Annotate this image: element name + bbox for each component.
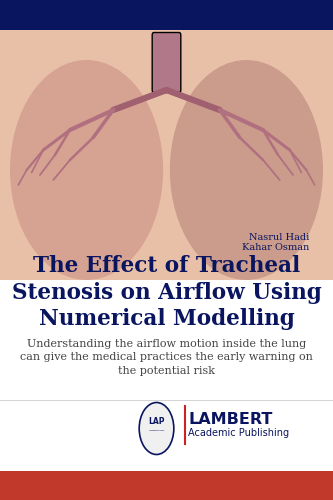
Text: Understanding the airflow motion inside the lung
can give the medical practices : Understanding the airflow motion inside … <box>20 340 313 376</box>
Text: Kahar Osman: Kahar Osman <box>242 243 310 252</box>
Text: LAMBERT: LAMBERT <box>188 412 272 428</box>
Text: Nasrul Hadi: Nasrul Hadi <box>249 233 310 242</box>
Bar <box>0 471 333 500</box>
FancyBboxPatch shape <box>152 32 181 92</box>
Ellipse shape <box>170 60 323 280</box>
Ellipse shape <box>10 60 163 280</box>
Bar <box>0 30 333 280</box>
Bar <box>0 0 333 30</box>
Text: ———: ——— <box>148 428 165 434</box>
Text: LAP: LAP <box>148 416 165 426</box>
Bar <box>0 280 333 471</box>
Circle shape <box>139 402 174 454</box>
Text: Academic Publishing: Academic Publishing <box>188 428 289 438</box>
Text: The Effect of Tracheal
Stenosis on Airflow Using
Numerical Modelling: The Effect of Tracheal Stenosis on Airfl… <box>12 255 321 330</box>
